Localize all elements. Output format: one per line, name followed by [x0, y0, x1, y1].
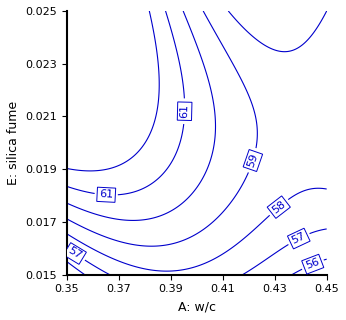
- Text: 56: 56: [304, 257, 321, 271]
- Text: 57: 57: [290, 231, 307, 246]
- Text: 61: 61: [180, 104, 190, 118]
- X-axis label: A: w/c: A: w/c: [178, 300, 216, 313]
- Text: 61: 61: [99, 189, 113, 200]
- Text: 57: 57: [66, 245, 83, 261]
- Text: 59: 59: [246, 152, 260, 169]
- Y-axis label: E: silica fume: E: silica fume: [7, 101, 20, 185]
- Text: 58: 58: [270, 199, 288, 215]
